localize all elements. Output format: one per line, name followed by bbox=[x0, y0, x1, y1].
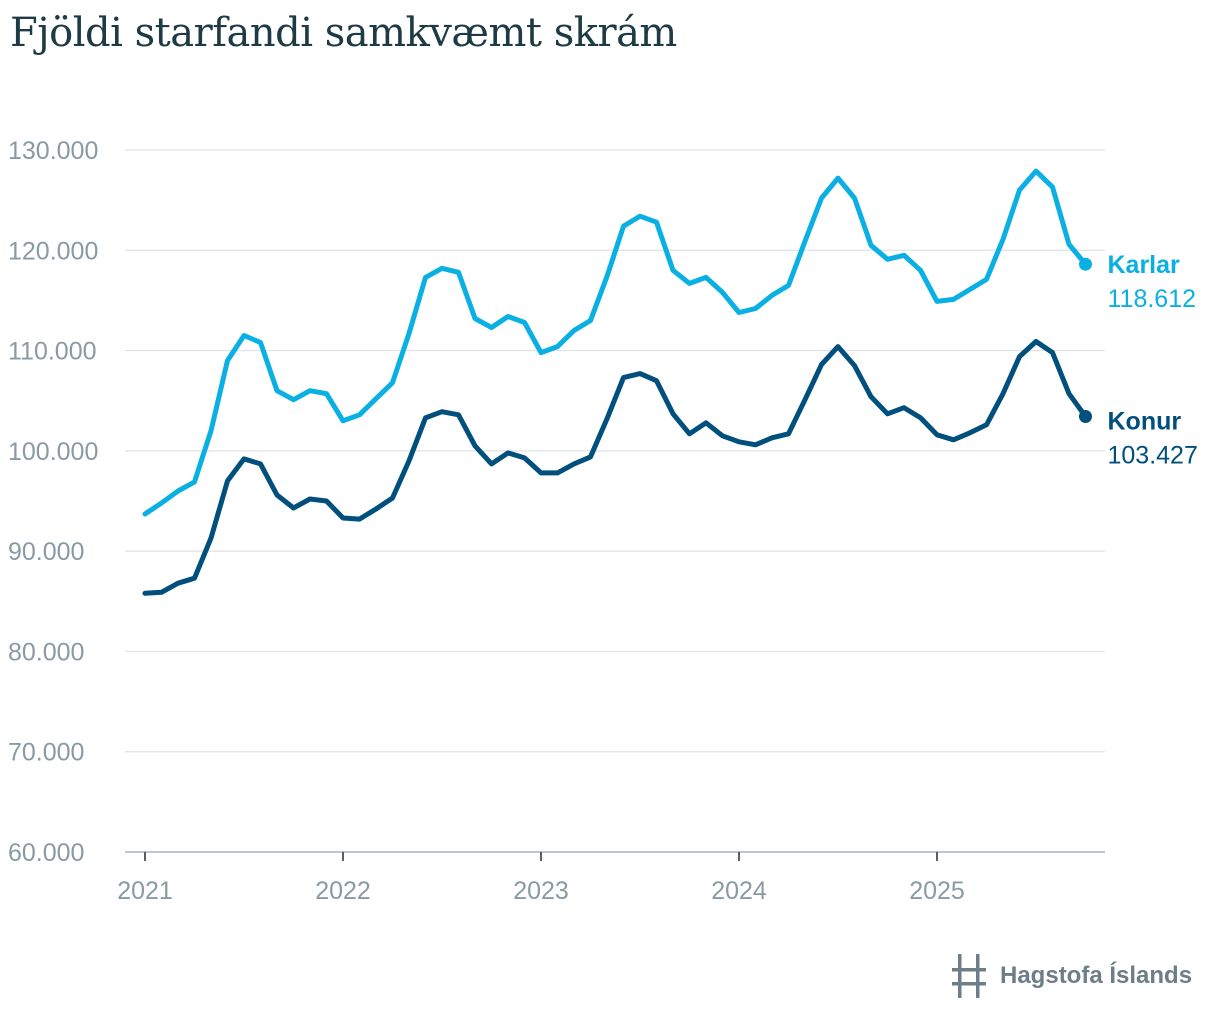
series-label-konur: Konur bbox=[1108, 407, 1182, 435]
y-axis: 60.000 70.000 80.000 90.000 100.000 110.000 12… bbox=[8, 137, 98, 867]
x-axis: 2021 2022 2023 2024 2025 bbox=[117, 852, 965, 905]
end-labels: Karlar 118.612 Konur 103.427 bbox=[1108, 251, 1198, 469]
series-value-konur: 103.427 bbox=[1108, 441, 1198, 469]
series-points bbox=[1079, 257, 1092, 423]
chart-title: Fjöldi starfandi samkvæmt skrám bbox=[10, 10, 677, 56]
y-tick-label: 80.000 bbox=[8, 638, 84, 666]
y-tick-label: 70.000 bbox=[8, 739, 84, 767]
y-tick-label: 120.000 bbox=[8, 237, 98, 265]
y-tick-label: 100.000 bbox=[8, 438, 98, 466]
series-line-karlar bbox=[142, 168, 1088, 517]
series-endpoint-karlar bbox=[1079, 257, 1092, 271]
y-tick-label: 60.000 bbox=[8, 839, 84, 867]
gridlines bbox=[125, 149, 1105, 853]
hagstofa-logo[interactable]: Hagstofa Íslands bbox=[950, 950, 1192, 1002]
series-value-karlar: 118.612 bbox=[1108, 285, 1197, 313]
x-tick-label: 2023 bbox=[513, 877, 569, 905]
series-lines bbox=[142, 168, 1088, 596]
x-tick-label: 2022 bbox=[315, 877, 371, 905]
y-tick-label: 90.000 bbox=[8, 538, 84, 566]
y-tick-label: 110.000 bbox=[8, 338, 97, 366]
series-endpoint-konur bbox=[1079, 409, 1092, 423]
x-tick-label: 2021 bbox=[117, 877, 173, 905]
hagstofa-logo-icon bbox=[952, 954, 986, 998]
y-tick-label: 130.000 bbox=[8, 137, 98, 165]
series-label-karlar: Karlar bbox=[1108, 251, 1181, 279]
x-tick-label: 2024 bbox=[711, 877, 767, 905]
series-line-konur bbox=[142, 339, 1088, 596]
hagstofa-logo-text: Hagstofa Íslands bbox=[1000, 962, 1193, 989]
x-tick-label: 2025 bbox=[909, 877, 965, 905]
